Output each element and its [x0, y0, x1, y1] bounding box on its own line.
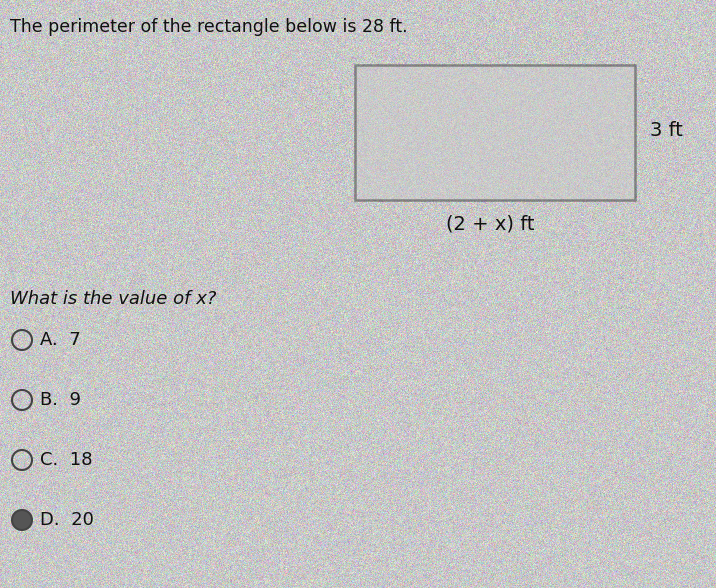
Text: C.  18: C. 18: [40, 451, 92, 469]
Circle shape: [12, 510, 32, 530]
Text: The perimeter of the rectangle below is 28 ft.: The perimeter of the rectangle below is …: [10, 18, 407, 36]
Text: 3 ft: 3 ft: [650, 121, 683, 139]
Text: A.  7: A. 7: [40, 331, 81, 349]
Text: (2 + x) ft: (2 + x) ft: [446, 215, 534, 234]
Text: B.  9: B. 9: [40, 391, 81, 409]
Bar: [355, 65, 635, 200]
Text: What is the value of x?: What is the value of x?: [10, 290, 216, 308]
Text: D.  20: D. 20: [40, 511, 94, 529]
